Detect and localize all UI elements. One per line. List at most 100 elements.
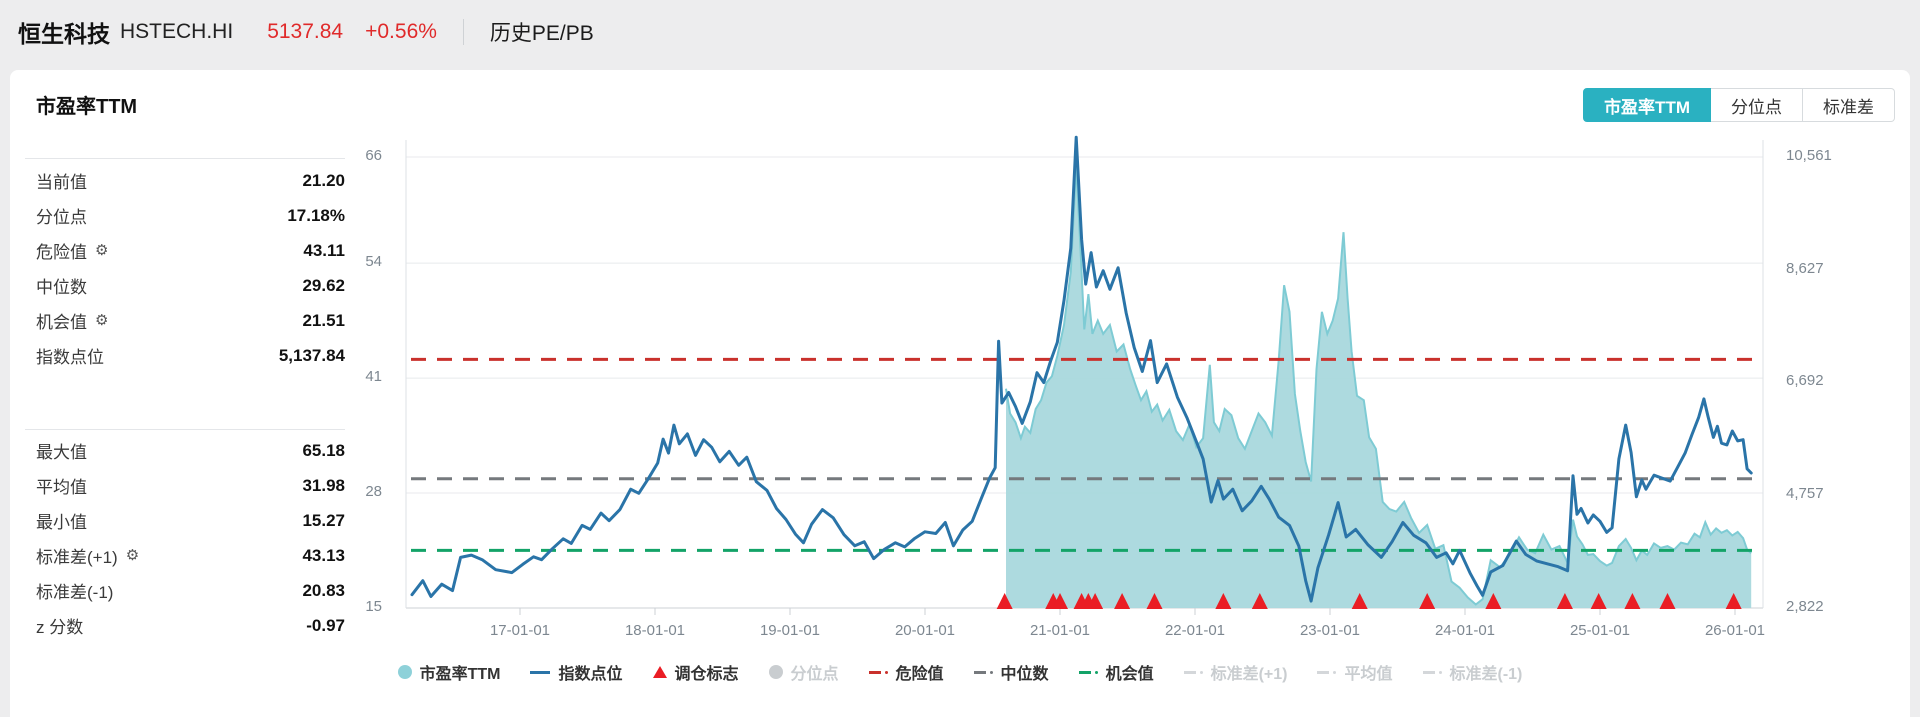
stat-label: 标准差(-1) (36, 583, 114, 602)
gear-icon[interactable]: ⚙ (95, 312, 109, 329)
gear-icon[interactable]: ⚙ (95, 242, 109, 259)
stat-row: z 分数 -0.97 (36, 608, 345, 643)
rebalance-marker[interactable] (1556, 593, 1573, 609)
x-axis-tick: 21-01-01 (1029, 622, 1091, 639)
stats-primary: 当前值 21.20 分位点 17.18% 危险值 ⚙ 43.11 中位数 29.62 机会值 ⚙ 21… (36, 163, 345, 373)
y-axis-left-tick: 15 (365, 598, 382, 615)
dashed-line-icon (973, 670, 993, 674)
metric-tab-2[interactable]: 分位点 (1711, 88, 1803, 122)
x-axis-tick: 20-01-01 (894, 622, 956, 639)
index-code: HSTECH.HI (120, 20, 234, 43)
x-axis-tick: 24-01-01 (1434, 622, 1496, 639)
index-name: 恒生科技 (18, 21, 110, 47)
page-header: 恒生科技 HSTECH.HI 5137.84 +0.56% 历史PE/PB (0, 0, 1920, 64)
series-circle-icon (397, 665, 412, 679)
stat-value: 29.62 (302, 275, 345, 295)
rebalance-marker[interactable] (1251, 593, 1268, 609)
legend-item-2[interactable]: 指数点位 (530, 660, 623, 684)
nav-history-pepb[interactable]: 历史PE/PB (489, 22, 594, 45)
rebalance-marker[interactable] (1485, 593, 1502, 609)
stat-value: 31.98 (302, 475, 345, 495)
stat-row: 分位点 17.18% (36, 198, 345, 233)
x-axis-tick: 23-01-01 (1299, 622, 1361, 639)
gear-icon[interactable]: ⚙ (125, 547, 140, 564)
legend-label: 危险值 (895, 666, 944, 683)
stat-value: 17.18% (287, 205, 345, 225)
y-axis-right-tick: 4,757 (1786, 485, 1824, 503)
legend-label: 机会值 (1105, 666, 1154, 683)
stat-label: 标准差(+1) ⚙ (36, 547, 140, 567)
chart-legend: 市盈率TTM 指数点位 调仓标志 分位点 危险值 中位数 机会值 标准差(+1) 平均值 标准差(… (0, 660, 1920, 684)
rebalance-marker[interactable] (1215, 593, 1232, 609)
rebalance-marker[interactable] (1114, 593, 1131, 609)
y-axis-left-tick: 41 (365, 368, 382, 386)
legend-item-6[interactable]: 中位数 (973, 660, 1049, 684)
stat-row: 当前值 21.20 (36, 163, 345, 198)
dashed-line-icon (1422, 670, 1442, 674)
legend-label: 平均值 (1344, 666, 1393, 683)
x-axis-tick: 18-01-01 (624, 622, 686, 639)
y-axis-right-tick: 2,822 (1786, 598, 1824, 615)
stat-label: z 分数 (36, 618, 84, 637)
legend-label: 市盈率TTM (419, 666, 501, 683)
rebalance-marker[interactable] (1419, 593, 1436, 609)
stat-label: 中位数 (36, 278, 87, 297)
rebalance-marker[interactable] (1052, 593, 1068, 609)
legend-item-5[interactable]: 危险值 (868, 660, 944, 684)
legend-item-10[interactable]: 标准差(-1) (1422, 660, 1522, 684)
rebalance-marker[interactable] (1725, 593, 1742, 609)
stat-label: 最小值 (36, 513, 87, 532)
x-axis-tick: 19-01-01 (759, 622, 821, 639)
rebalance-marker[interactable] (1624, 593, 1641, 609)
x-axis-tick: 25-01-01 (1569, 622, 1631, 639)
stat-label: 最大值 (36, 443, 87, 462)
stat-row: 最大值 65.18 (36, 433, 345, 468)
rebalance-marker[interactable] (1351, 593, 1368, 609)
stat-label: 指数点位 (36, 348, 104, 367)
legend-item-1[interactable]: 市盈率TTM (397, 660, 501, 684)
metric-tab-3[interactable]: 标准差 (1803, 88, 1895, 122)
stat-value: -0.97 (306, 615, 345, 635)
stat-value: 15.27 (302, 510, 345, 530)
legend-item-3[interactable]: 调仓标志 (652, 660, 739, 684)
x-axis-tick: 17-01-01 (489, 622, 551, 639)
metric-switch: 市盈率TTM 分位点 标准差 (1583, 88, 1895, 122)
dashed-line-icon (868, 670, 888, 674)
stat-row: 标准差(+1) ⚙ 43.13 (36, 538, 345, 573)
dashed-line-icon (1078, 670, 1098, 674)
metric-tab-1[interactable]: 市盈率TTM (1583, 88, 1711, 122)
legend-item-8[interactable]: 标准差(+1) (1183, 660, 1288, 684)
dashed-line-icon (1183, 670, 1203, 674)
y-axis-right-tick: 8,627 (1786, 259, 1824, 277)
rebalance-marker[interactable] (1590, 593, 1607, 609)
y-axis-left-tick: 28 (365, 483, 382, 501)
legend-label: 标准差(+1) (1210, 666, 1288, 683)
rebalance-marker[interactable] (996, 593, 1013, 609)
legend-item-4[interactable]: 分位点 (768, 660, 839, 684)
rebalance-marker[interactable] (1087, 593, 1104, 609)
y-axis-right-tick: 6,692 (1786, 372, 1824, 390)
legend-item-9[interactable]: 平均值 (1317, 660, 1393, 684)
stat-value: 21.20 (302, 170, 345, 190)
pe-ttm-area (1006, 164, 1752, 608)
stats-secondary: 最大值 65.18 平均值 31.98 最小值 15.27 标准差(+1) ⚙ 43.13 标准差… (36, 433, 345, 643)
stat-row: 指数点位 5,137.84 (36, 338, 345, 373)
stats-divider-top (25, 158, 345, 159)
rebalance-marker[interactable] (1146, 593, 1163, 609)
pe-chart[interactable] (0, 0, 1920, 660)
triangle-icon (652, 666, 667, 678)
stat-label: 机会值 ⚙ (36, 312, 109, 332)
legend-label: 中位数 (1000, 666, 1049, 683)
stat-row: 危险值 ⚙ 43.11 (36, 233, 345, 268)
index-line (410, 135, 1753, 603)
legend-label: 调仓标志 (674, 666, 739, 683)
header-divider (462, 19, 464, 45)
legend-item-7[interactable]: 机会值 (1078, 660, 1154, 684)
series-circle-icon-disabled (768, 665, 783, 679)
stats-divider-mid (25, 429, 345, 430)
rebalance-marker[interactable] (1659, 593, 1676, 609)
panel-title: 市盈率TTM (36, 96, 138, 118)
stat-value: 43.13 (302, 545, 345, 565)
index-price: 5137.84 (267, 20, 344, 43)
y-axis-left-tick: 54 (365, 253, 382, 271)
